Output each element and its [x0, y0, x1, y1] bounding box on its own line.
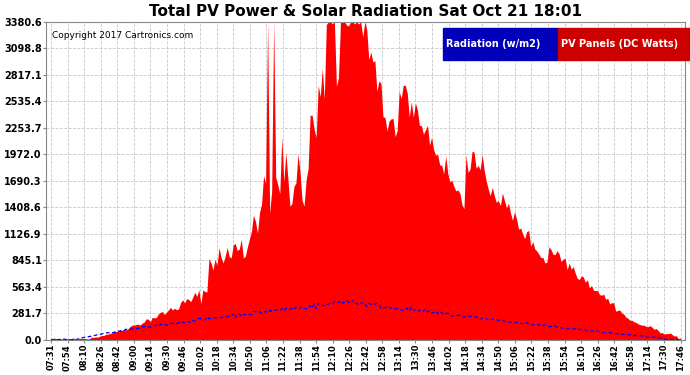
FancyBboxPatch shape [442, 28, 558, 60]
FancyBboxPatch shape [558, 28, 690, 60]
Text: Copyright 2017 Cartronics.com: Copyright 2017 Cartronics.com [52, 31, 194, 40]
Title: Total PV Power & Solar Radiation Sat Oct 21 18:01: Total PV Power & Solar Radiation Sat Oct… [149, 4, 582, 19]
Text: Radiation (w/m2): Radiation (w/m2) [446, 39, 540, 49]
Text: PV Panels (DC Watts): PV Panels (DC Watts) [561, 39, 678, 49]
